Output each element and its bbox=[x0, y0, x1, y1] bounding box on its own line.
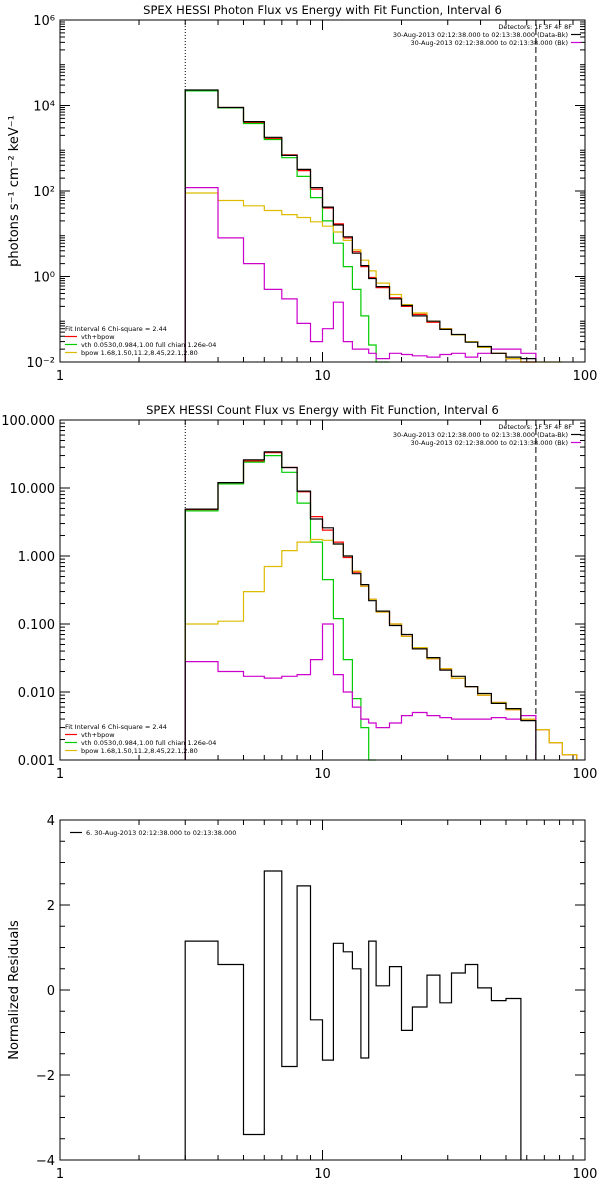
x-tick-label: 10 bbox=[314, 1167, 331, 1182]
legend-entry: 30-Aug-2013 02:12:38.000 to 02:13:38.000… bbox=[393, 431, 568, 439]
legend-entry: vth 0.0530,0.984,1.00 full chian 1.26e-0… bbox=[81, 739, 216, 747]
y-tick-label: 10² bbox=[33, 185, 55, 200]
count-flux-chart: SPEX HESSI Count Flux vs Energy with Fit… bbox=[1, 403, 597, 782]
legend-header: Detectors: 1F 3F 4F 8F bbox=[498, 423, 572, 431]
plot-frame bbox=[59, 19, 586, 363]
legend-entry: bpow 1.68,1.50,11.2,8.45,22.1,2.80 bbox=[81, 349, 198, 357]
y-tick-label: 0.010 bbox=[18, 686, 55, 701]
y-tick-label: 1.000 bbox=[18, 550, 55, 565]
x-tick-label: 1 bbox=[56, 369, 64, 384]
y-tick-label: 0 bbox=[47, 984, 55, 999]
series-bk-line bbox=[184, 187, 537, 362]
legend-entry: 6. 30-Aug-2013 02:12:38.000 to 02:13:38.… bbox=[86, 829, 236, 837]
x-tick-label: 1 bbox=[56, 767, 64, 782]
legend-entry: vth+bpow bbox=[81, 333, 115, 341]
x-tick-label: 100 bbox=[573, 369, 598, 384]
y-tick-label: 0.100 bbox=[18, 618, 55, 633]
y-tick-label: 2 bbox=[47, 899, 55, 914]
series-data-bk-line bbox=[184, 89, 537, 362]
x-tick-label: 100 bbox=[573, 767, 598, 782]
legend-entry: bpow 1.68,1.50,11.2,8.45,22.1,2.80 bbox=[81, 747, 198, 755]
y-tick-label: −4 bbox=[36, 1154, 55, 1169]
y-tick-label: 10⁻² bbox=[26, 356, 55, 371]
y-tick-label: 100.000 bbox=[1, 414, 55, 429]
y-axis-label: photons s⁻¹ cm⁻² keV⁻¹ bbox=[7, 115, 22, 267]
chart-title: SPEX HESSI Photon Flux vs Energy with Fi… bbox=[143, 3, 502, 17]
legend-entry: 30-Aug-2013 02:12:38.000 to 02:13:38.000… bbox=[411, 39, 568, 47]
fit-info-header: Fit Interval 6 Chi-square = 2.44 bbox=[65, 325, 167, 333]
y-tick-label: 10⁶ bbox=[33, 14, 55, 29]
plot-frame bbox=[59, 819, 586, 1161]
photon-flux-chart: SPEX HESSI Photon Flux vs Energy with Fi… bbox=[7, 3, 597, 384]
y-tick-label: 4 bbox=[47, 814, 55, 829]
fit-info-header: Fit Interval 6 Chi-square = 2.44 bbox=[65, 723, 167, 731]
legend-entry: vth 0.0530,0.984,1.00 full chian 1.26e-0… bbox=[81, 341, 216, 349]
chart-title: SPEX HESSI Count Flux vs Energy with Fit… bbox=[146, 403, 499, 417]
legend-entry: vth+bpow bbox=[81, 731, 115, 739]
series-6-30-aug-2013-02-12-38-000-to-02-13-38-000-line bbox=[184, 870, 522, 1160]
x-tick-label: 1 bbox=[56, 1167, 64, 1182]
y-tick-label: 0.001 bbox=[18, 754, 55, 769]
legend-header: Detectors: 1F 3F 4F 8F bbox=[498, 23, 572, 31]
legend-entry: 30-Aug-2013 02:12:38.000 to 02:13:38.000… bbox=[393, 31, 568, 39]
series-bpow-line bbox=[184, 192, 563, 363]
x-tick-label: 10 bbox=[314, 369, 331, 384]
residuals-chart: Normalized Residuals 1 10 100 −4 −2 0 2 4 6. 30-A… bbox=[7, 814, 597, 1182]
y-tick-label: 10⁴ bbox=[33, 100, 55, 115]
x-tick-label: 100 bbox=[573, 1167, 598, 1182]
legend-entry: 30-Aug-2013 02:12:38.000 to 02:13:38.000… bbox=[411, 439, 568, 447]
x-tick-label: 10 bbox=[314, 767, 331, 782]
y-axis-label: Normalized Residuals bbox=[7, 920, 22, 1060]
series-bk-line bbox=[184, 623, 537, 760]
series-data-bk-line bbox=[184, 451, 537, 760]
y-tick-label: 10.000 bbox=[10, 482, 56, 497]
y-tick-label: −2 bbox=[36, 1069, 55, 1084]
plot-frame bbox=[59, 419, 586, 761]
y-tick-label: 10⁰ bbox=[33, 271, 55, 286]
